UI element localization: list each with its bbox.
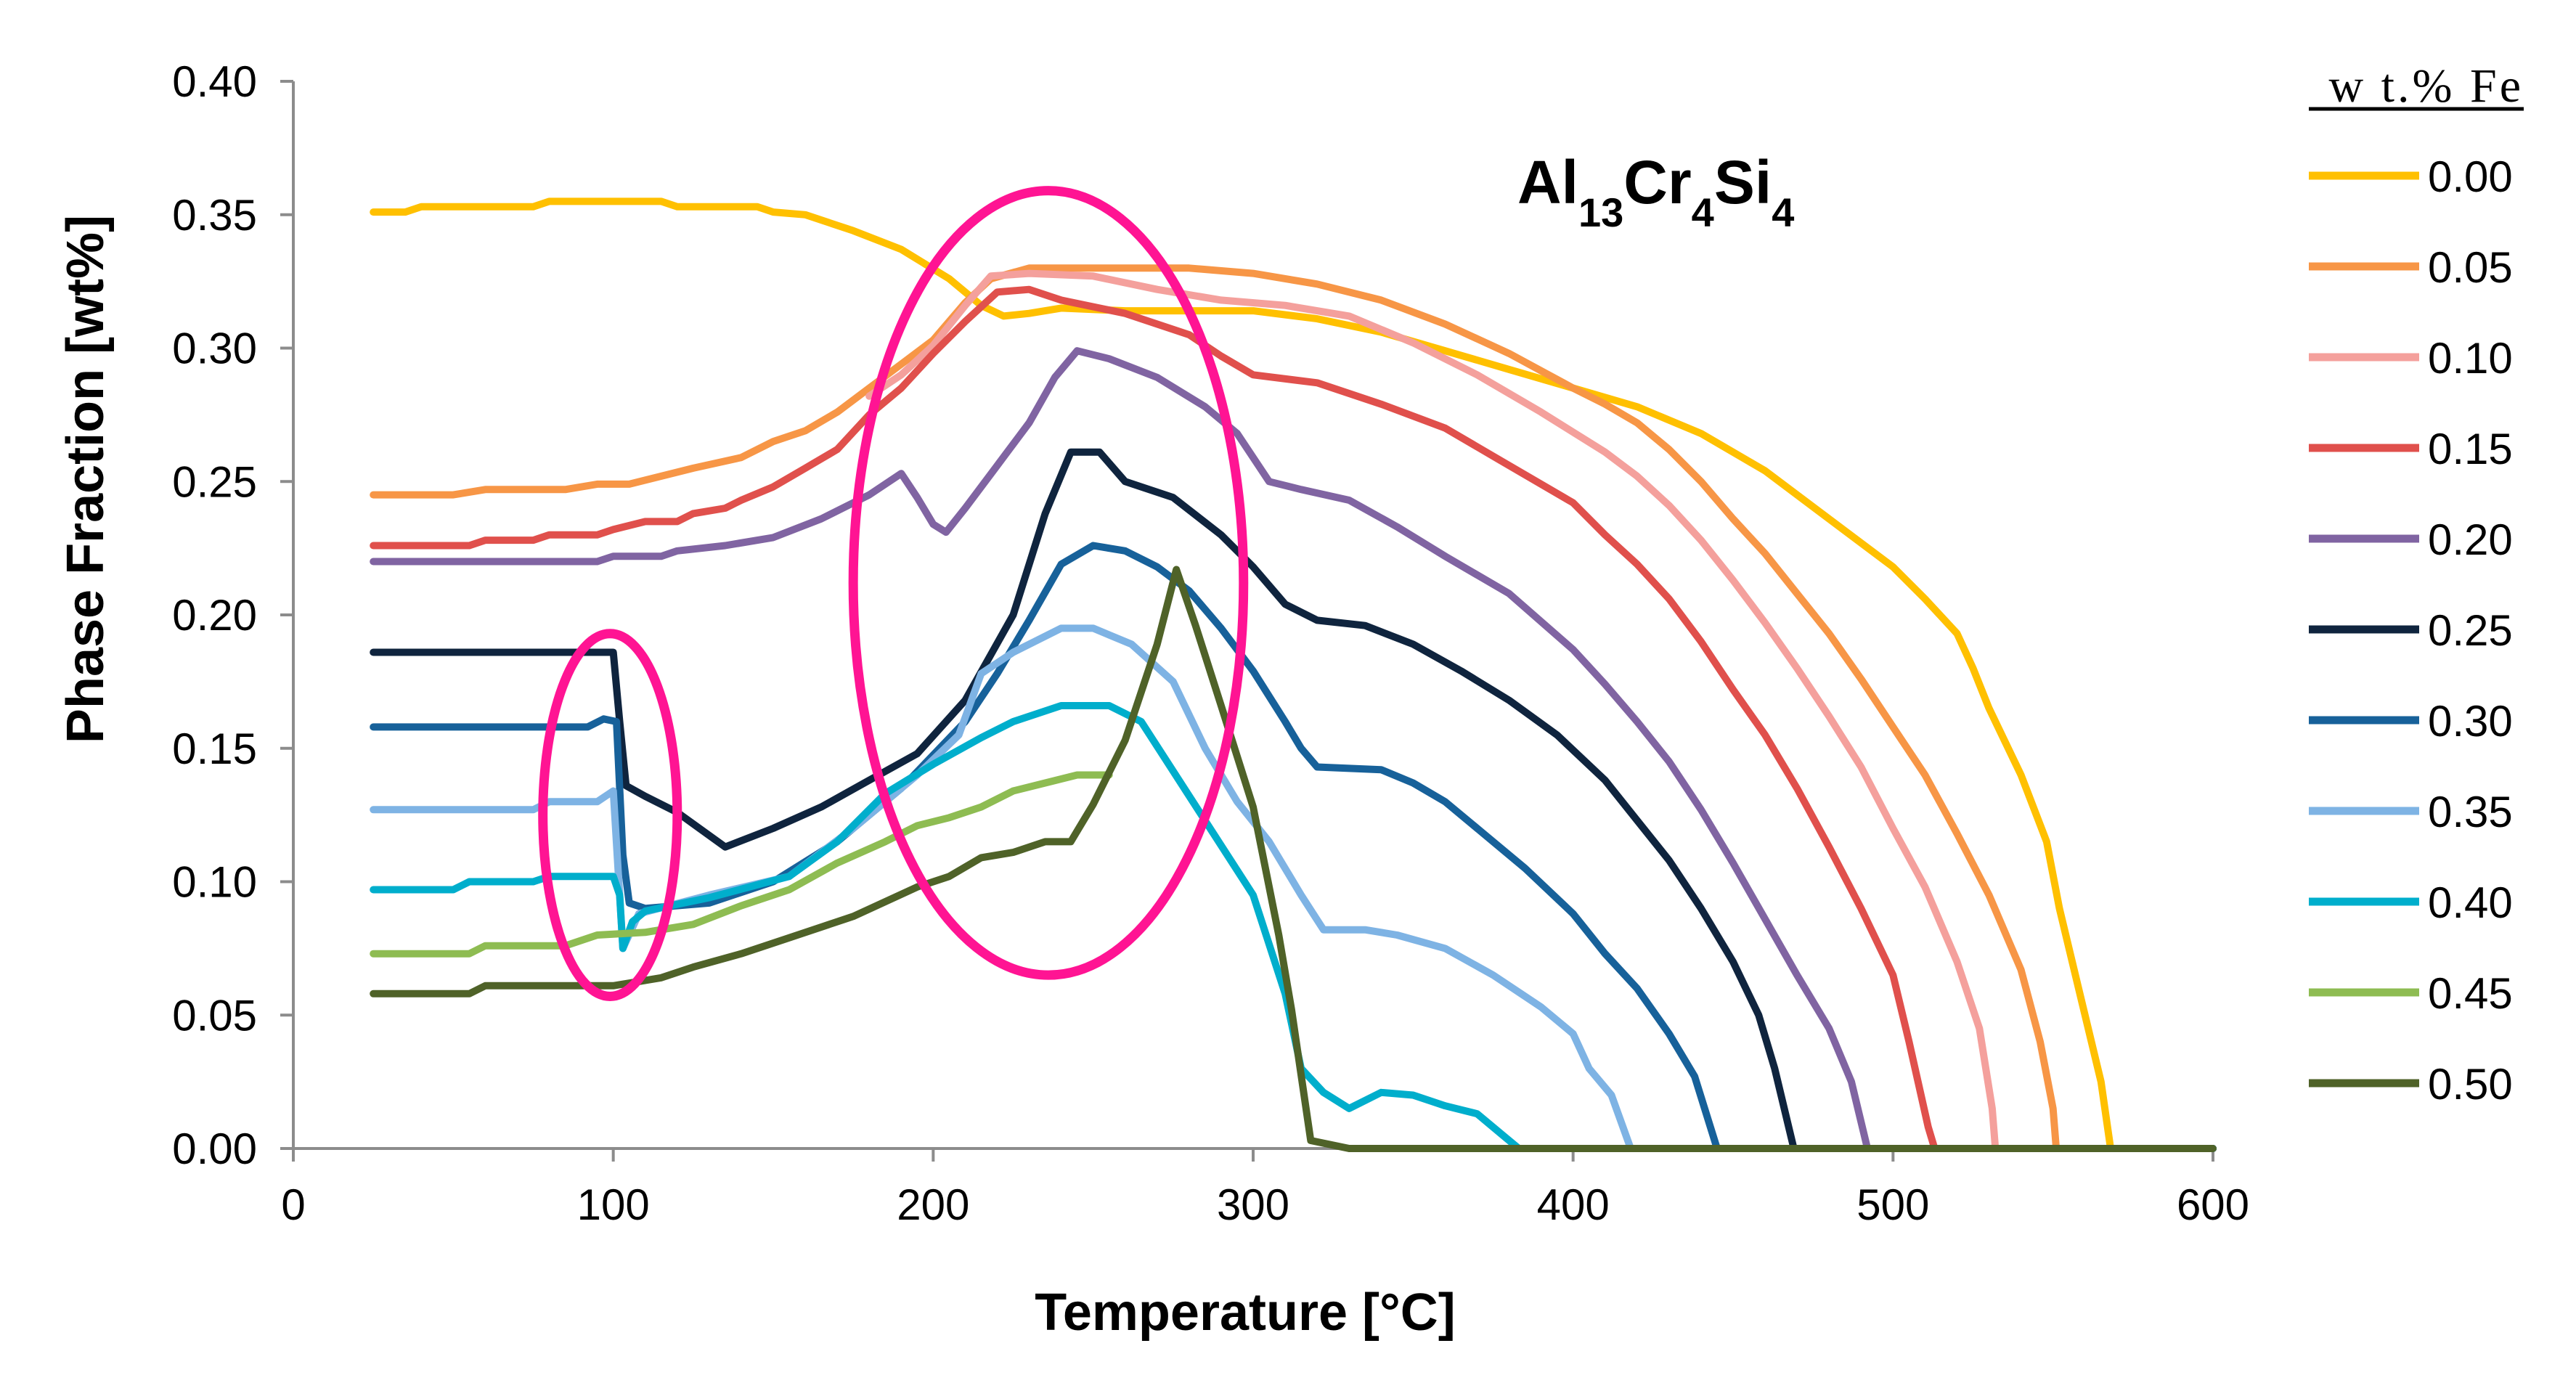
series-line-0-10: [865, 269, 2217, 1152]
legend-label: 0.35: [2428, 788, 2513, 836]
series-line-0-50: [370, 566, 2217, 1152]
y-tick-label: 0.05: [172, 991, 257, 1040]
x-tick-label: 600: [2177, 1180, 2249, 1229]
x-tick-label: 200: [897, 1180, 969, 1229]
annotations: [538, 186, 1249, 1002]
legend-label: 0.50: [2428, 1060, 2513, 1109]
series-line-0-05: [370, 264, 2217, 1152]
x-axis-title: Temperature [°C]: [1035, 1284, 1456, 1342]
series-line-0-40: [370, 702, 2217, 1152]
x-tick-label: 500: [1856, 1180, 1929, 1229]
legend-label: 0.40: [2428, 878, 2513, 927]
legend-label: 0.05: [2428, 243, 2513, 292]
y-tick-label: 0.00: [172, 1125, 257, 1173]
chart-title: Al13Cr4Si4: [1517, 148, 1794, 235]
legend-label: 0.15: [2428, 425, 2513, 473]
series-line-0-30: [370, 542, 2217, 1152]
y-tick-label: 0.35: [172, 191, 257, 240]
axes: 0.00 0.05 0.10 0.15 0.20 0.25 0.30 0.35 0.40 0 100…: [172, 57, 2249, 1229]
x-tick-label: 0: [281, 1180, 305, 1229]
y-tick-label: 0.40: [172, 57, 257, 106]
plot-series: [370, 197, 2217, 1152]
series-line-0-25: [370, 448, 2217, 1152]
legend-title: w t.% Fe: [2329, 60, 2524, 113]
x-tick-label: 300: [1217, 1180, 1289, 1229]
y-tick-label: 0.10: [172, 858, 257, 907]
x-tick-label: 100: [577, 1180, 650, 1229]
legend-label: 0.20: [2428, 515, 2513, 564]
series-line-0-35: [370, 624, 2217, 1152]
legend-label: 0.00: [2428, 152, 2513, 201]
series-line-0-15: [370, 285, 2217, 1152]
highlight-ellipse: [538, 629, 682, 1002]
legend-label: 0.30: [2428, 697, 2513, 746]
y-axis-title: Phase Fraction [wt%]: [57, 215, 115, 743]
highlight-ellipse: [848, 186, 1249, 980]
series-line-0-00: [370, 197, 2217, 1152]
y-tick-label: 0.25: [172, 457, 257, 506]
x-tick-label: 400: [1537, 1180, 1610, 1229]
series-line-0-20: [370, 347, 2217, 1152]
y-tick-label: 0.20: [172, 591, 257, 640]
legend: 0.00 0.05 0.10 0.15 0.20 0.25 0.30 0.35 0.40 0.45…: [2309, 152, 2513, 1109]
y-tick-label: 0.15: [172, 725, 257, 773]
series-line-0-45: [370, 771, 1113, 958]
legend-label: 0.10: [2428, 334, 2513, 383]
legend-label: 0.45: [2428, 969, 2513, 1018]
legend-label: 0.25: [2428, 606, 2513, 655]
y-tick-label: 0.30: [172, 325, 257, 373]
